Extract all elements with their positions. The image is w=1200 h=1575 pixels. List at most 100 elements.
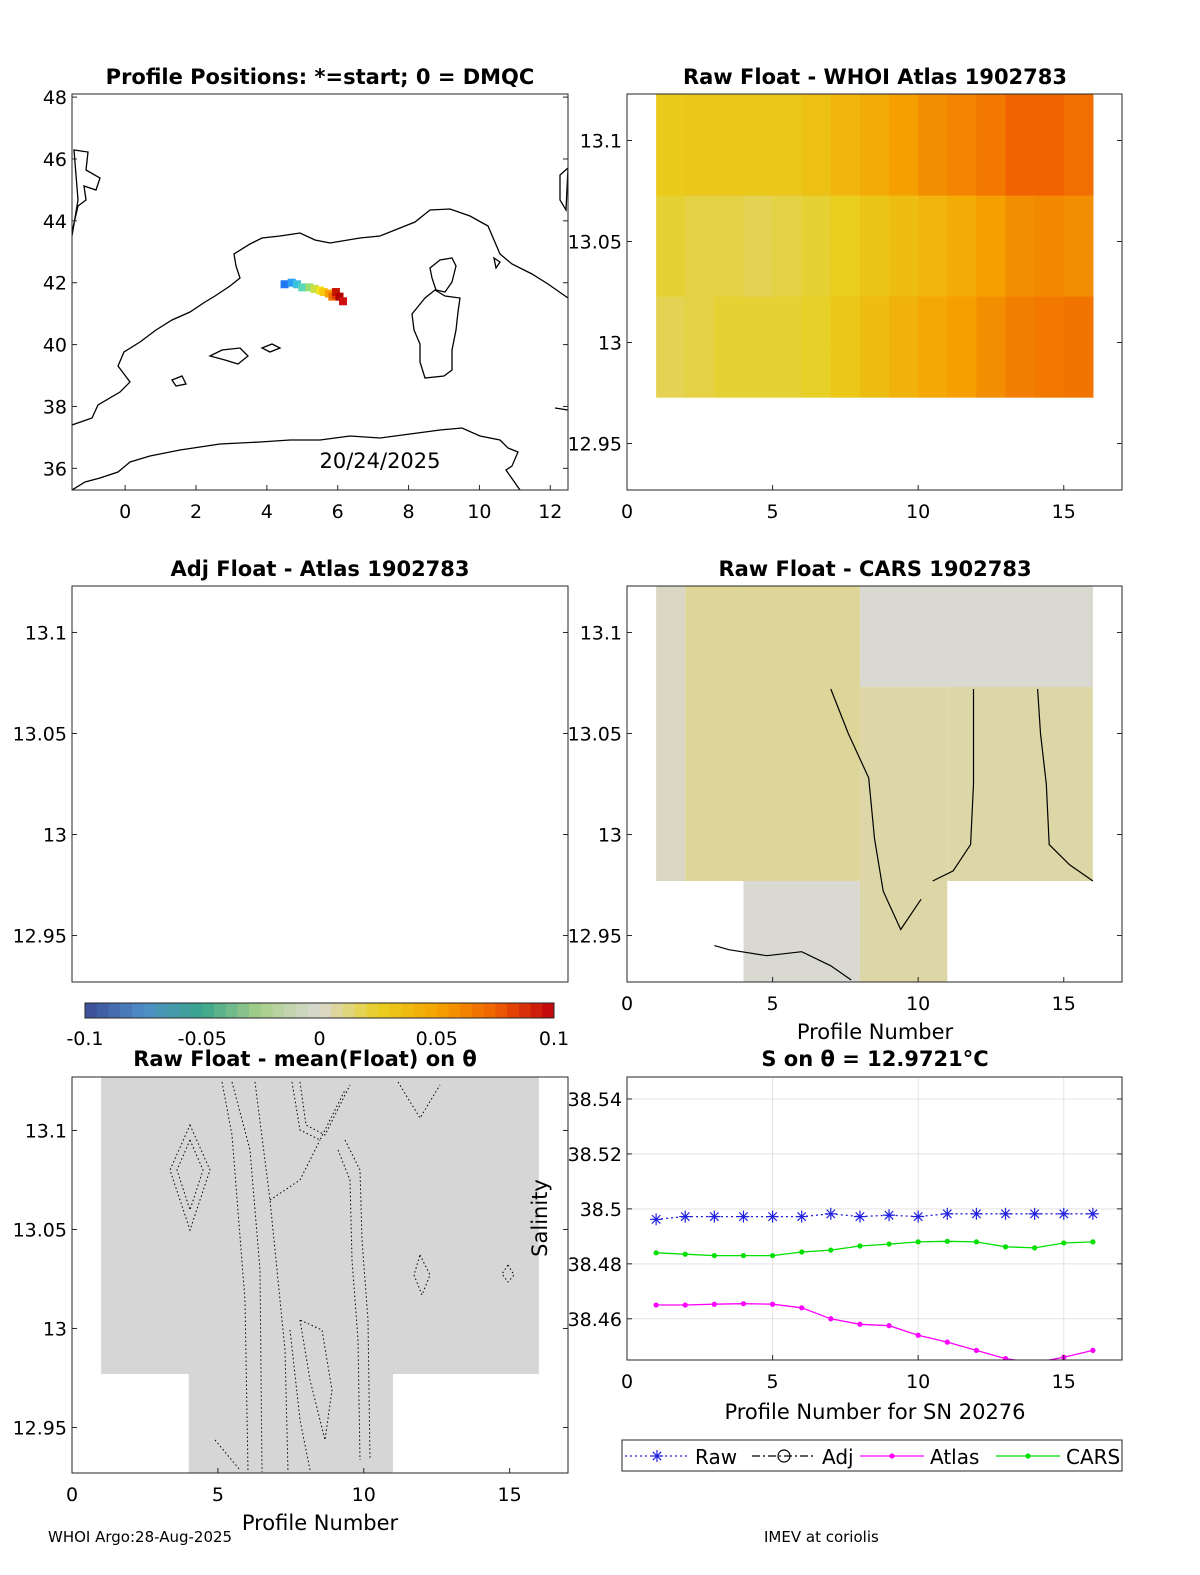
series-cars-point bbox=[799, 1249, 805, 1255]
series-cars-line bbox=[656, 1240, 1093, 1257]
atlas-cell bbox=[714, 346, 745, 398]
series-atlas-point bbox=[1090, 1347, 1096, 1353]
colorbar-segment bbox=[471, 1003, 485, 1018]
series-atlas-point bbox=[799, 1305, 805, 1311]
atlas-cell bbox=[918, 346, 948, 398]
atlas-cell bbox=[947, 94, 978, 146]
cars-contour-line bbox=[932, 689, 975, 882]
atlas-cell bbox=[918, 245, 948, 297]
profile-positions bbox=[280, 278, 348, 306]
series-raw-point bbox=[942, 1209, 952, 1219]
atlas-cell bbox=[1034, 296, 1065, 348]
colorbar-segment bbox=[272, 1003, 285, 1018]
atlas-cell bbox=[1063, 245, 1094, 297]
colorbar-segment bbox=[202, 1003, 215, 1018]
salinity-x-tick-label: 5 bbox=[767, 1371, 779, 1393]
series-cars-point bbox=[1002, 1244, 1009, 1250]
atlas-cell bbox=[947, 144, 978, 196]
cars-cell bbox=[685, 586, 744, 881]
atlas-cell bbox=[889, 296, 919, 348]
map-x-tick-label: 10 bbox=[467, 501, 491, 523]
colorbar-segment bbox=[190, 1003, 203, 1018]
series-raw-point bbox=[767, 1211, 778, 1222]
atlas-cell bbox=[830, 346, 861, 398]
colorbar-segment bbox=[108, 1003, 121, 1018]
atlas-x-tick-label: 15 bbox=[1052, 501, 1076, 523]
atlas-cell bbox=[743, 296, 774, 348]
cars-title: Raw Float - CARS 1902783 bbox=[718, 557, 1031, 581]
salinity-title: S on θ = 12.9721°C bbox=[761, 1047, 988, 1071]
salinity-axes-box bbox=[626, 1076, 1123, 1361]
colorbar-segment bbox=[85, 1003, 98, 1018]
series-atlas-point bbox=[769, 1301, 776, 1307]
series-raw-point bbox=[680, 1211, 690, 1222]
profile-marker bbox=[339, 297, 348, 306]
series-raw-point bbox=[797, 1211, 807, 1222]
profile-marker bbox=[287, 278, 296, 287]
atlas-cell bbox=[801, 94, 832, 146]
colorbar-segment bbox=[389, 1003, 403, 1018]
atlas-cell bbox=[772, 245, 803, 297]
cars-cell bbox=[859, 586, 1093, 688]
legend-adj-marker bbox=[777, 1449, 791, 1463]
cars-cell bbox=[656, 586, 686, 881]
profile-marker bbox=[305, 283, 314, 292]
legend-raw-marker bbox=[652, 1451, 662, 1461]
atlas-cell bbox=[1063, 144, 1094, 196]
atlas-cell bbox=[830, 195, 861, 247]
map-x-tick-label: 0 bbox=[119, 501, 131, 523]
atlas-cell bbox=[830, 296, 861, 348]
colorbar-segment bbox=[143, 1003, 156, 1018]
atlas-cell bbox=[918, 195, 948, 247]
series-atlas-point bbox=[886, 1323, 892, 1329]
series-cars-point bbox=[1032, 1245, 1038, 1251]
colorbar-segment bbox=[296, 1003, 309, 1018]
colorbar-segment bbox=[167, 1003, 180, 1018]
profile-marker bbox=[310, 284, 319, 293]
series-cars-point bbox=[857, 1243, 863, 1249]
atlas-cell bbox=[830, 245, 861, 297]
atlas-cell bbox=[1005, 245, 1036, 297]
atlas-cell bbox=[918, 296, 948, 348]
series-raw-point bbox=[971, 1209, 982, 1219]
salinity-x-tick-label: 10 bbox=[906, 1371, 930, 1393]
series-cars-point bbox=[944, 1238, 950, 1244]
mean-x-tick-label: 15 bbox=[498, 1484, 522, 1506]
atlas-cell bbox=[714, 144, 745, 196]
atlas-cell bbox=[859, 245, 890, 297]
atlas-y-tick-label: 12.95 bbox=[568, 434, 622, 456]
atlas-cell bbox=[743, 245, 774, 297]
colorbar-segment bbox=[96, 1003, 109, 1018]
profile-marker bbox=[331, 288, 340, 296]
footer-left: WHOI Argo:28-Aug-2025 bbox=[48, 1528, 232, 1546]
mean-x-tick-label: 0 bbox=[66, 1484, 78, 1506]
salinity-y-tick-label: 38.46 bbox=[568, 1309, 622, 1331]
atlas-heatmap-cells bbox=[656, 94, 1094, 398]
atlas-cell bbox=[830, 144, 861, 196]
cars-contour-line bbox=[1037, 688, 1094, 882]
mean-y-tick-label: 13 bbox=[43, 1318, 67, 1340]
atlas-cell bbox=[1034, 94, 1065, 146]
atlas-cell bbox=[743, 94, 774, 146]
atlas-cell bbox=[918, 144, 948, 196]
series-cars-point bbox=[653, 1250, 659, 1256]
series-raw-point bbox=[855, 1211, 865, 1222]
atlas-y-tick-label: 13.1 bbox=[580, 130, 622, 152]
map-x-tick-label: 6 bbox=[332, 501, 344, 523]
legend-atlas-label: Atlas bbox=[930, 1445, 979, 1469]
cars-x-tick-label: 10 bbox=[906, 993, 930, 1015]
map-y-tick-label: 38 bbox=[43, 396, 67, 418]
map-y-tick-label: 42 bbox=[43, 273, 67, 295]
colorbar-segment bbox=[307, 1003, 320, 1018]
coastline bbox=[72, 149, 568, 490]
series-atlas-point bbox=[828, 1316, 834, 1322]
atlas-cell bbox=[714, 94, 745, 146]
mean-field bbox=[101, 1077, 539, 1473]
mean-axes-box bbox=[71, 1076, 569, 1474]
profile-marker bbox=[292, 280, 301, 289]
atlas-cell bbox=[743, 195, 774, 247]
atlas-y-tick-label: 13 bbox=[598, 333, 622, 355]
colorbar-tick-label: -0.1 bbox=[66, 1028, 103, 1050]
